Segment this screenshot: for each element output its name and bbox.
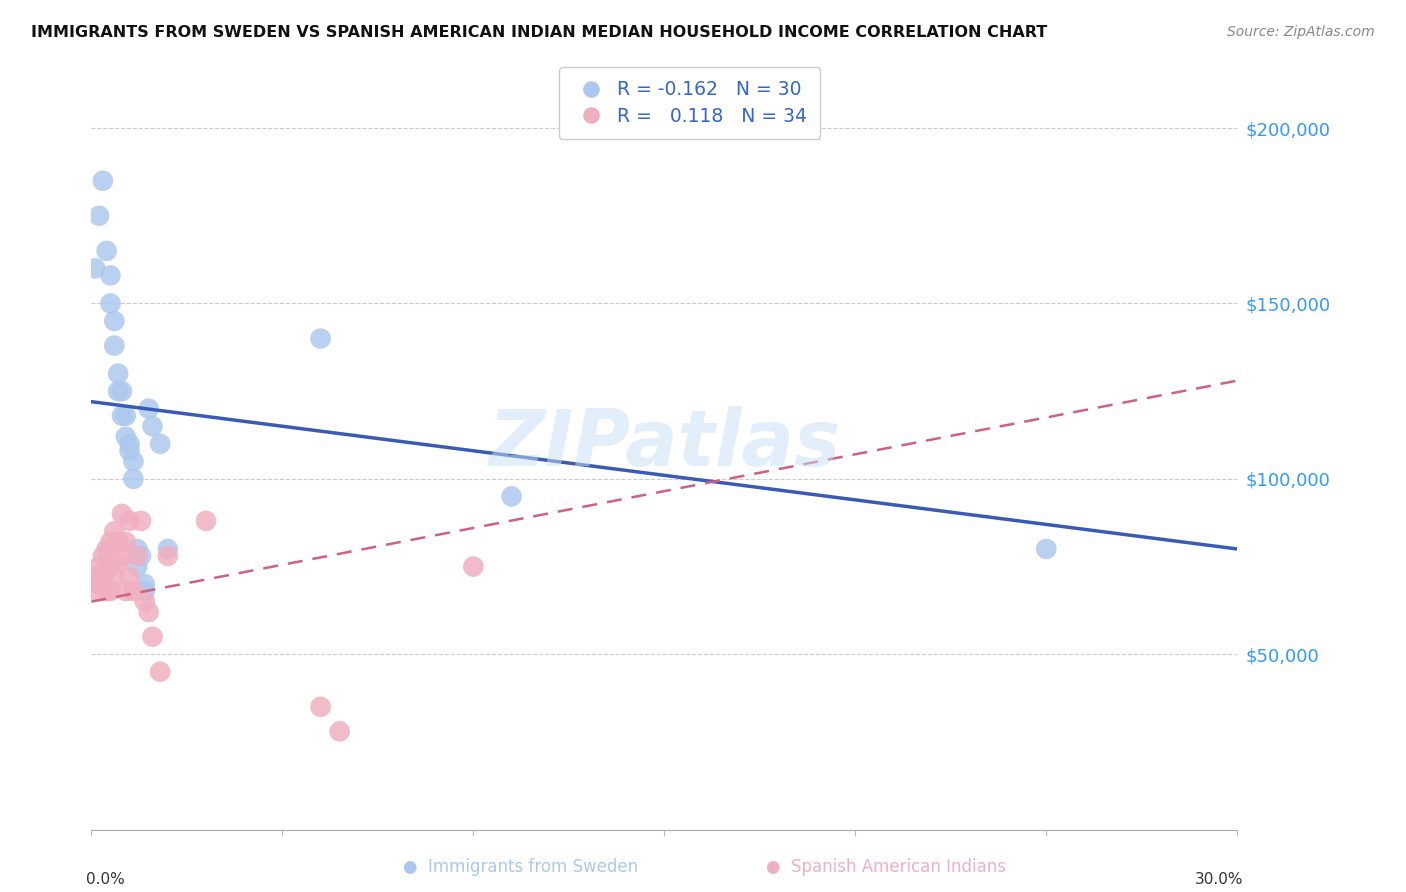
Text: Source: ZipAtlas.com: Source: ZipAtlas.com — [1227, 25, 1375, 39]
Point — [103, 524, 125, 539]
Text: 30.0%: 30.0% — [1195, 872, 1243, 887]
Point — [103, 338, 125, 352]
Point — [111, 549, 134, 563]
Text: 0.0%: 0.0% — [86, 872, 124, 887]
Point — [96, 244, 118, 258]
Point — [111, 409, 134, 423]
Point — [103, 570, 125, 584]
Point — [84, 261, 107, 276]
Point — [84, 570, 107, 584]
Point — [309, 332, 332, 346]
Point — [100, 268, 122, 283]
Point — [96, 563, 118, 577]
Point — [96, 541, 118, 556]
Point — [329, 724, 352, 739]
Point — [111, 384, 134, 399]
Point — [129, 514, 152, 528]
Point — [91, 174, 114, 188]
Point — [114, 430, 136, 444]
Point — [87, 559, 110, 574]
Point — [100, 296, 122, 310]
Point — [138, 401, 160, 416]
Point — [107, 556, 129, 570]
Point — [122, 584, 145, 599]
Text: IMMIGRANTS FROM SWEDEN VS SPANISH AMERICAN INDIAN MEDIAN HOUSEHOLD INCOME CORREL: IMMIGRANTS FROM SWEDEN VS SPANISH AMERIC… — [31, 25, 1047, 40]
Point — [118, 514, 141, 528]
Point — [127, 559, 149, 574]
Point — [134, 584, 156, 599]
Point — [309, 699, 332, 714]
Point — [100, 535, 122, 549]
Point — [118, 436, 141, 450]
Point — [156, 541, 179, 556]
Text: ZIPatlas: ZIPatlas — [488, 406, 841, 482]
Legend: R = -0.162   N = 30, R =   0.118   N = 34: R = -0.162 N = 30, R = 0.118 N = 34 — [560, 68, 820, 139]
Point — [129, 549, 152, 563]
Point — [96, 584, 118, 599]
Point — [122, 472, 145, 486]
Point — [107, 384, 129, 399]
Point — [118, 570, 141, 584]
Point — [100, 584, 122, 599]
Point — [100, 556, 122, 570]
Point — [103, 314, 125, 328]
Point — [194, 514, 217, 528]
Point — [149, 665, 172, 679]
Point — [141, 630, 163, 644]
Point — [114, 535, 136, 549]
Point — [87, 577, 110, 591]
Point — [107, 367, 129, 381]
Text: ●  Immigrants from Sweden: ● Immigrants from Sweden — [402, 858, 638, 876]
Point — [122, 454, 145, 468]
Point — [87, 209, 110, 223]
Point — [91, 570, 114, 584]
Point — [114, 584, 136, 599]
Point — [111, 507, 134, 521]
Point — [127, 541, 149, 556]
Point — [127, 549, 149, 563]
Point — [84, 584, 107, 599]
Point — [156, 549, 179, 563]
Point — [134, 577, 156, 591]
Point — [134, 594, 156, 608]
Point — [114, 409, 136, 423]
Point — [149, 436, 172, 450]
Point — [1035, 541, 1057, 556]
Text: ●  Spanish American Indians: ● Spanish American Indians — [766, 858, 1005, 876]
Point — [141, 419, 163, 434]
Point — [118, 443, 141, 458]
Point — [138, 605, 160, 619]
Point — [91, 549, 114, 563]
Point — [463, 559, 485, 574]
Point — [501, 489, 523, 503]
Point — [107, 535, 129, 549]
